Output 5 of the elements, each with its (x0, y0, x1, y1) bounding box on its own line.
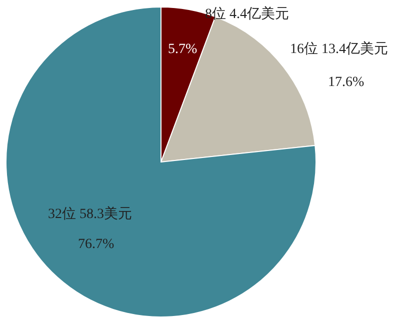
slice-label: 16位 13.4亿美元 (290, 41, 388, 57)
data-label: 17.6% (328, 75, 364, 90)
data-label: 76.7% (78, 237, 114, 252)
slice-label: 32位 58.3美元 (48, 206, 132, 222)
data-label: 5.7% (168, 42, 198, 57)
